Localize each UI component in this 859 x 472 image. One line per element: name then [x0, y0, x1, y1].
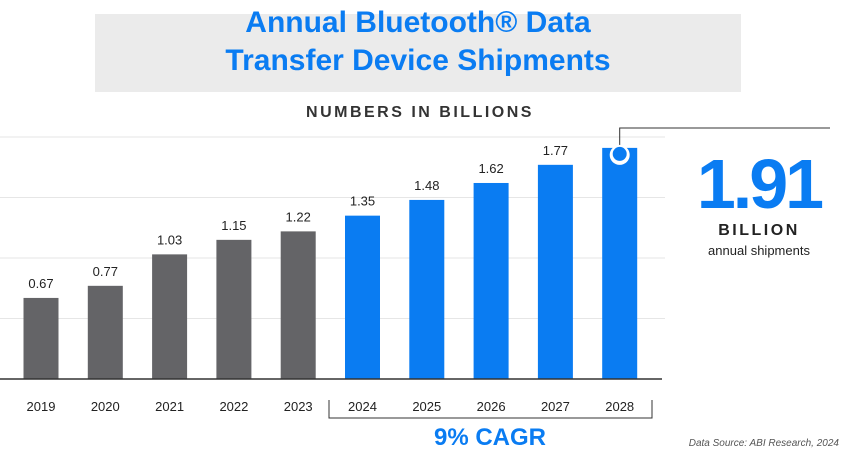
chart-title: Annual Bluetooth® Data Transfer Device S…	[95, 4, 741, 80]
cagr-bracket	[328, 400, 653, 419]
x-tick-label: 2026	[477, 399, 506, 414]
data-label: 1.62	[478, 161, 503, 176]
bar-2024	[345, 215, 380, 379]
data-label: 1.15	[221, 218, 246, 233]
x-tick-label: 2028	[605, 399, 634, 414]
x-tick-label: 2020	[91, 399, 120, 414]
x-tick-label: 2027	[541, 399, 570, 414]
bar-2028	[602, 147, 638, 379]
bar-2020	[87, 285, 123, 379]
data-label: 1.22	[286, 209, 311, 224]
x-tick-label: 2025	[412, 399, 441, 414]
x-tick-label: 2024	[348, 399, 377, 414]
callout-caption: annual shipments	[708, 243, 810, 258]
title-background	[95, 14, 741, 92]
bar-2026	[473, 182, 509, 379]
bar-2023	[280, 231, 316, 379]
callout-value: 1.91	[696, 145, 824, 223]
data-label: 1.77	[543, 143, 568, 158]
data-label: 0.67	[28, 276, 53, 291]
data-label: 1.35	[350, 194, 375, 209]
x-tick-label: 2019	[27, 399, 56, 414]
callout-unit: BILLION	[718, 222, 800, 239]
x-tick-label: 2023	[284, 399, 313, 414]
bar-2027	[537, 164, 573, 379]
data-label: 1.03	[157, 232, 182, 247]
x-tick-label: 2021	[155, 399, 184, 414]
data-label: 0.77	[93, 264, 118, 279]
chart-title-text: Annual Bluetooth® Data Transfer Device S…	[225, 6, 611, 77]
bar-2022	[216, 239, 252, 379]
data-label: 1.48	[414, 178, 439, 193]
bar-2025	[409, 199, 445, 379]
chart-subtitle: NUMBERS IN BILLIONS	[306, 104, 534, 121]
cagr-annotation: 9% CAGR	[433, 424, 547, 451]
bar-2021	[152, 254, 188, 379]
data-source: Data Source: ABI Research, 2024	[688, 438, 839, 449]
bar-2019	[23, 297, 59, 379]
x-tick-label: 2022	[219, 399, 248, 414]
callout-line	[619, 127, 830, 153]
callout-marker	[612, 146, 627, 161]
